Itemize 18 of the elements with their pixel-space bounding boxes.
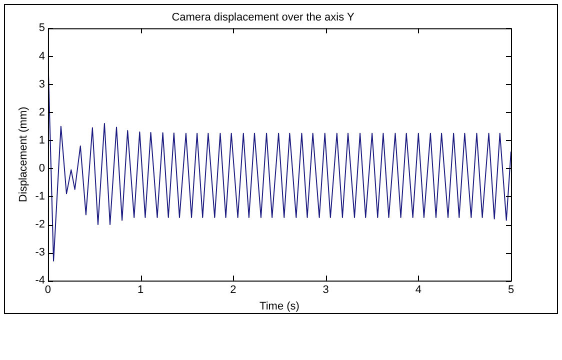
y-tick-label: -3 xyxy=(35,246,45,259)
y-tick-label: -2 xyxy=(35,218,45,231)
y-tick-label: 1 xyxy=(38,134,45,146)
x-tick-label: 3 xyxy=(322,284,329,296)
x-tick-label: 5 xyxy=(508,284,514,296)
y-tick-label: 5 xyxy=(38,22,45,34)
y-tick-label: 2 xyxy=(38,106,45,118)
y-tick-label: -1 xyxy=(35,190,45,202)
y-tick-label: 0 xyxy=(38,162,45,174)
y-tick-label: 4 xyxy=(38,50,45,62)
x-tick-label: 1 xyxy=(138,284,144,296)
x-tick-label: 2 xyxy=(230,284,236,296)
x-axis-title: Time (s) xyxy=(260,300,300,312)
chart-title: Camera displacement over the axis Y xyxy=(172,12,355,24)
y-tick-label: -4 xyxy=(35,274,45,287)
x-tick-label: 4 xyxy=(415,284,422,296)
y-tick-label: 3 xyxy=(38,78,45,90)
y-axis-title: Displacement (mm) xyxy=(18,106,30,202)
